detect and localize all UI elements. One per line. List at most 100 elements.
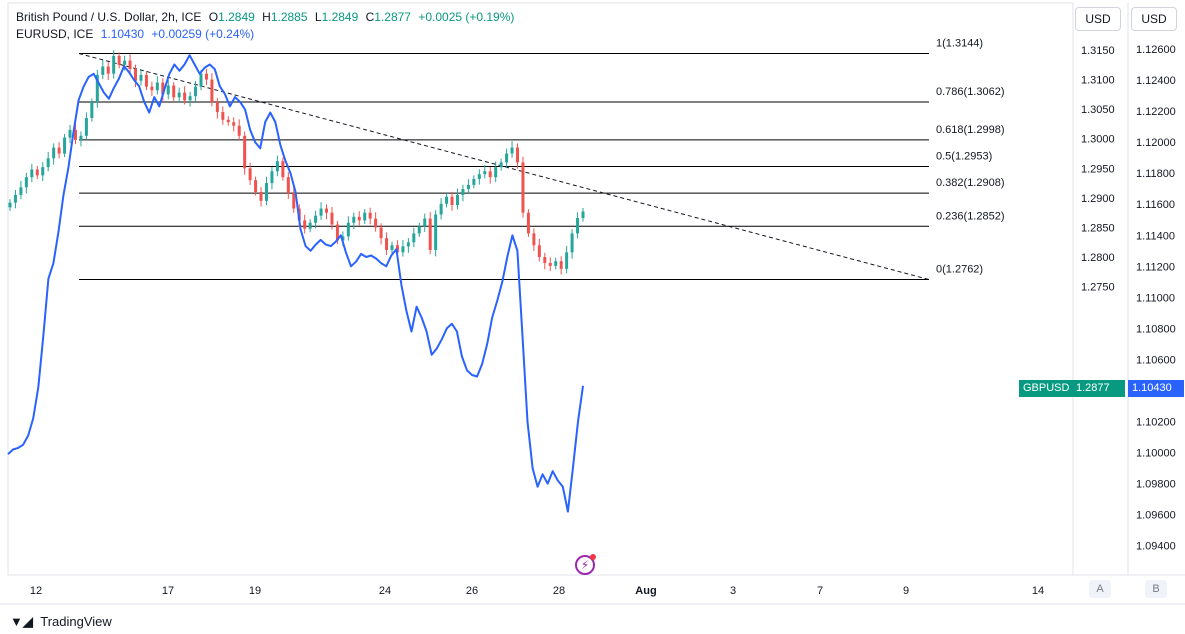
y-tick-left: 1.2850 xyxy=(1081,222,1115,234)
candle xyxy=(335,224,339,241)
symbol-badge: GBPUSD xyxy=(1019,380,1072,397)
candle xyxy=(401,246,405,253)
y-tick-right: 1.10600 xyxy=(1136,354,1176,366)
x-tick: 26 xyxy=(466,585,478,597)
candle xyxy=(412,233,416,243)
y-tick-right: 1.11000 xyxy=(1136,292,1175,304)
y-tick-left: 1.3150 xyxy=(1081,45,1115,57)
candle xyxy=(455,194,459,205)
candle xyxy=(346,222,350,237)
y-tick-right: 1.12000 xyxy=(1136,137,1176,149)
candle xyxy=(559,261,563,269)
candle xyxy=(172,85,176,98)
candle xyxy=(341,236,345,241)
gbpusd-price-badge: 1.2877 xyxy=(1072,380,1125,397)
candle xyxy=(292,193,296,209)
x-tick: 19 xyxy=(249,585,261,597)
x-tick: 3 xyxy=(730,585,736,597)
candle xyxy=(286,177,290,194)
candle xyxy=(210,79,214,103)
candle xyxy=(139,74,143,81)
candle xyxy=(543,257,547,263)
candle xyxy=(352,216,356,223)
x-tick: 14 xyxy=(1032,585,1044,597)
fib-label-2: 0.618(1.2998) xyxy=(936,124,1005,136)
candle xyxy=(314,215,318,223)
candle xyxy=(477,174,481,179)
candle xyxy=(188,96,192,101)
candle xyxy=(554,261,558,266)
candle xyxy=(439,203,443,215)
candle xyxy=(270,171,274,184)
candle xyxy=(548,262,552,266)
tradingview-logo[interactable]: ▼◢ TradingView xyxy=(10,614,112,630)
candle xyxy=(204,73,208,80)
y-tick-left: 1.2900 xyxy=(1081,193,1115,205)
candle xyxy=(516,147,520,163)
candle xyxy=(68,129,72,138)
candle xyxy=(581,211,585,219)
candle xyxy=(570,233,574,253)
candle xyxy=(466,184,470,190)
candle xyxy=(41,167,45,176)
y-tick-right: 1.12400 xyxy=(1136,75,1176,87)
candle xyxy=(461,189,465,195)
candle xyxy=(488,171,492,178)
candle xyxy=(144,74,148,87)
x-tick: 24 xyxy=(379,585,391,597)
candle xyxy=(117,55,121,65)
candle xyxy=(194,86,198,97)
candle xyxy=(390,245,394,250)
axis-button-b[interactable]: B xyxy=(1145,580,1167,598)
candle xyxy=(264,183,268,201)
legend-symbol: British Pound / U.S. Dollar, 2h, ICE xyxy=(16,10,202,24)
candle xyxy=(128,60,132,69)
candle xyxy=(243,135,247,169)
candle xyxy=(73,129,77,140)
candle xyxy=(95,74,99,103)
candle xyxy=(254,180,258,192)
candle xyxy=(52,147,56,159)
y-tick-left: 1.2800 xyxy=(1081,252,1115,264)
candle xyxy=(221,112,225,120)
currency-button-right[interactable]: USD xyxy=(1131,7,1177,31)
candle xyxy=(505,153,509,163)
candle xyxy=(319,208,323,216)
y-tick-right: 1.10800 xyxy=(1136,323,1176,335)
candle xyxy=(325,208,329,213)
candle xyxy=(90,102,94,119)
y-tick-left: 1.3000 xyxy=(1081,134,1115,146)
y-tick-left: 1.2750 xyxy=(1081,282,1115,294)
candle xyxy=(199,73,203,87)
x-tick: 7 xyxy=(817,585,823,597)
legend-eur-change: +0.00259 (+0.24%) xyxy=(151,27,255,41)
legend-high: H1.2885 xyxy=(262,10,308,24)
axis-button-a[interactable]: A xyxy=(1089,580,1111,598)
flash-icon[interactable]: ⚡ xyxy=(575,554,596,575)
eurusd-price-badge: 1.10430 xyxy=(1128,380,1184,397)
legend-eurusd: EURUSD, ICE 1.10430 +0.00259 (+0.24%) xyxy=(16,27,258,41)
fib-label-5: 0.236(1.2852) xyxy=(936,210,1005,222)
candle xyxy=(363,212,367,221)
candle xyxy=(330,212,334,225)
y-tick-right: 1.09600 xyxy=(1136,510,1176,522)
candle xyxy=(308,222,312,229)
legend-eur-symbol: EURUSD, ICE xyxy=(16,27,94,41)
candle xyxy=(232,122,236,126)
x-tick: 9 xyxy=(903,585,909,597)
candle xyxy=(483,171,487,175)
currency-button-left[interactable]: USD xyxy=(1075,7,1121,31)
candle xyxy=(374,218,378,228)
candle xyxy=(423,218,427,227)
candle xyxy=(237,125,241,136)
y-tick-right: 1.11400 xyxy=(1136,230,1175,242)
candle xyxy=(183,92,187,101)
candle xyxy=(472,178,476,185)
y-tick-right: 1.10000 xyxy=(1136,448,1176,460)
candle xyxy=(281,161,285,178)
y-tick-right: 1.09800 xyxy=(1136,479,1176,491)
candle xyxy=(576,218,580,234)
candle xyxy=(112,55,116,74)
